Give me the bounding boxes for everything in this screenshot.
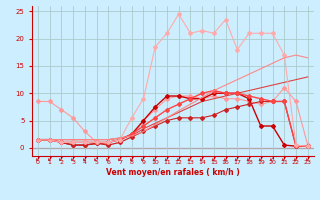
Text: ↙: ↙ xyxy=(199,154,205,163)
Text: ↙: ↙ xyxy=(234,154,241,163)
X-axis label: Vent moyen/en rafales ( km/h ): Vent moyen/en rafales ( km/h ) xyxy=(106,168,240,177)
Text: ↙: ↙ xyxy=(281,154,287,163)
Text: ↙: ↙ xyxy=(269,154,276,163)
Text: ↙: ↙ xyxy=(305,154,311,163)
Text: ↙: ↙ xyxy=(293,154,299,163)
Text: ↙: ↙ xyxy=(211,154,217,163)
Text: ↙: ↙ xyxy=(258,154,264,163)
Text: ↙: ↙ xyxy=(58,154,65,163)
Text: ↙: ↙ xyxy=(246,154,252,163)
Text: ↙: ↙ xyxy=(105,154,111,163)
Text: ↙: ↙ xyxy=(222,154,229,163)
Text: ↙: ↙ xyxy=(46,154,53,163)
Text: ↙: ↙ xyxy=(187,154,194,163)
Text: ↙: ↙ xyxy=(117,154,123,163)
Text: ↙: ↙ xyxy=(152,154,158,163)
Text: ↙: ↙ xyxy=(175,154,182,163)
Text: ↙: ↙ xyxy=(82,154,88,163)
Text: ↙: ↙ xyxy=(164,154,170,163)
Text: ↙: ↙ xyxy=(70,154,76,163)
Text: ↙: ↙ xyxy=(129,154,135,163)
Text: ↙: ↙ xyxy=(93,154,100,163)
Text: ↙: ↙ xyxy=(35,154,41,163)
Text: ↙: ↙ xyxy=(140,154,147,163)
